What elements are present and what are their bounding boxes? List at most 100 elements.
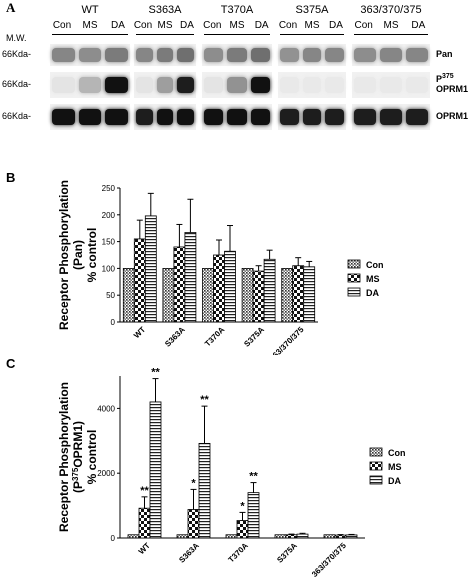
bar [303, 266, 316, 323]
blot-band [280, 109, 299, 125]
blot-band [177, 48, 194, 62]
y-axis-label-part: OPRM1) [71, 421, 85, 468]
significance-mark: * [240, 500, 245, 512]
blot-band [406, 109, 428, 125]
bar [252, 270, 265, 323]
x-tick-label: WT [137, 541, 152, 556]
y-axis-label: (Pan) [71, 240, 85, 270]
blot-band [105, 77, 128, 93]
blot-group-label: WT [81, 4, 99, 16]
legend-swatch [347, 273, 361, 283]
blot-lane-label: MS [383, 20, 399, 31]
chart-c: C 0 2000 4000 Receptor Phosphorylation (P375O… [6, 356, 406, 579]
bar [241, 268, 254, 323]
bar [281, 268, 294, 323]
x-tick-label: 363/370/375 [310, 541, 348, 579]
blot-band [380, 109, 402, 125]
bar [176, 534, 189, 539]
blot-group-underline [354, 34, 428, 35]
blot-lane-label: DA [411, 20, 426, 31]
y-tick-label: 250 [102, 184, 116, 193]
blot-lane-label: Con [133, 20, 153, 31]
blot-band [156, 109, 174, 125]
blot-lane-label: MS [229, 20, 245, 31]
blot-band [302, 109, 322, 125]
blot-lane-label: DA [111, 20, 125, 31]
significance-mark: ** [249, 471, 258, 483]
y-tick-label: 0 [111, 534, 116, 543]
legend-label: DA [388, 476, 401, 486]
chart-b: B 0 50 100 150 200 250 Receptor Phosphorylation… [6, 170, 384, 355]
blot-band [105, 109, 128, 125]
blot-group-label: S363A [148, 4, 182, 16]
blot-row-label: OPRM1 [436, 111, 469, 121]
x-tick-label: T370A [227, 541, 251, 565]
y-tick-label: 4000 [97, 404, 115, 413]
legend-swatch [369, 475, 383, 485]
y-tick-label: 0 [111, 318, 116, 327]
bar [224, 250, 236, 323]
blot-row-label: P375 OPRM1 [436, 73, 469, 94]
bar [184, 232, 197, 323]
y-axis-label: (P375OPRM1) [71, 421, 85, 493]
bar [133, 238, 146, 323]
blot-band [302, 77, 322, 93]
legend-swatch [369, 461, 383, 471]
y-axis-label: % control [85, 228, 99, 283]
panel-letter: C [6, 356, 16, 371]
blot-group-label: S375A [295, 4, 329, 16]
y-tick-label: 200 [102, 211, 116, 220]
bar [198, 442, 211, 539]
bar [345, 534, 358, 539]
blot-band [204, 109, 224, 125]
y-tick-label: 100 [102, 264, 116, 273]
mw-label: M.W. [6, 33, 27, 43]
blot-group-label: T370A [220, 4, 254, 16]
blot-lane-label: DA [180, 20, 194, 31]
blot-band [380, 77, 402, 93]
blot-band [250, 77, 270, 93]
blot-lane-label: Con [354, 20, 373, 31]
bar [173, 246, 186, 323]
blot-band [204, 77, 224, 93]
blot-band [250, 48, 270, 62]
bar [334, 534, 347, 539]
blot-lane-label: Con [52, 20, 72, 31]
blot-band [354, 109, 376, 125]
bar [162, 268, 175, 323]
bar [263, 258, 276, 323]
y-axis-label-part: (P [71, 481, 85, 493]
bar [213, 254, 225, 323]
significance-mark: * [191, 477, 196, 489]
blot-group-underline [136, 34, 194, 35]
bar [138, 507, 151, 539]
blot-lane-label: Con [278, 20, 298, 31]
bar [323, 534, 336, 539]
y-axis-label: % control [85, 430, 99, 485]
blot-band [156, 48, 174, 62]
blot-band [52, 77, 75, 93]
y-axis-label: Receptor Phosphorylation [57, 382, 71, 532]
significance-mark: ** [200, 394, 209, 406]
panel-letter: B [6, 170, 15, 185]
bar [292, 265, 305, 323]
legend-label: MS [388, 462, 402, 472]
blot-band [227, 77, 247, 93]
x-tick-label: S363A [163, 325, 187, 349]
legend-swatch [347, 259, 361, 269]
blot-row-marker: 66Kda- [2, 49, 32, 59]
blot-band [280, 48, 299, 62]
y-tick-label: 2000 [97, 469, 115, 478]
blot-row-marker: 66Kda- [2, 79, 32, 89]
blot-lane-label: DA [254, 20, 269, 31]
blot-band [354, 77, 376, 93]
x-tick-label: S375A [242, 325, 266, 349]
legend-label: Con [366, 260, 384, 270]
x-tick-label: 363/370/375 [268, 325, 306, 355]
bar [122, 268, 135, 323]
blot-lane-label: DA [329, 20, 343, 31]
blot-group-underline [280, 34, 344, 35]
blot-band [78, 109, 102, 125]
blot-lane-label: Con [203, 20, 222, 31]
blot-group-underline [204, 34, 270, 35]
